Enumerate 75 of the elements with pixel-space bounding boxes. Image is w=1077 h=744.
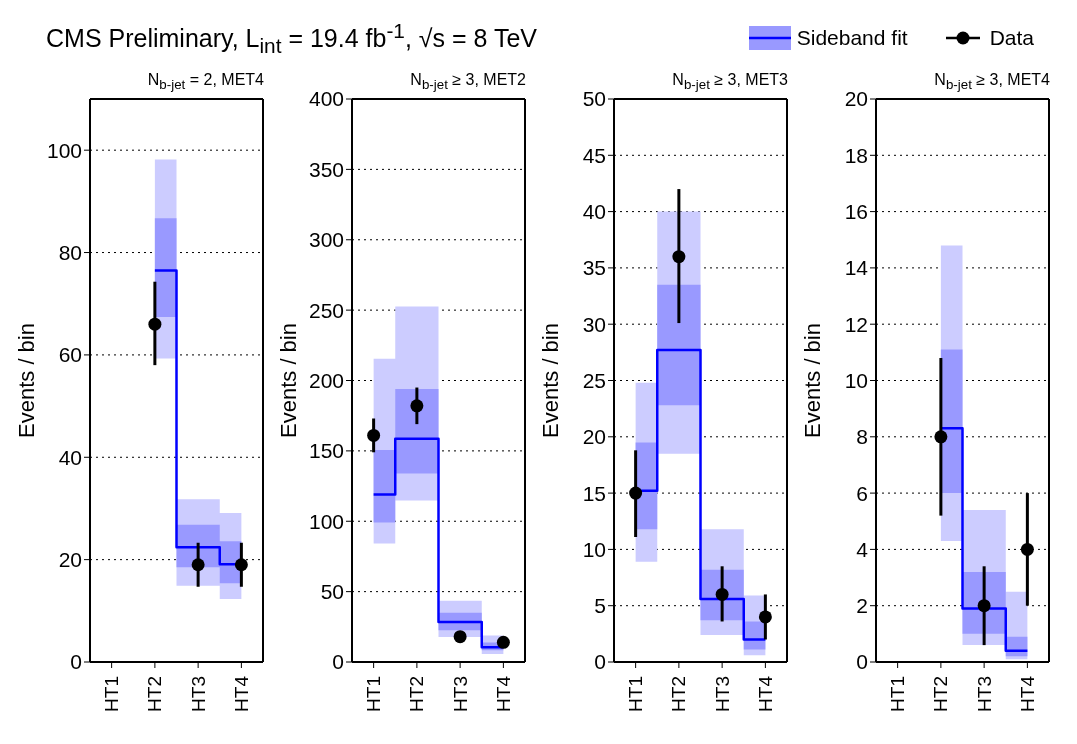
y-tick-label: 16 — [844, 200, 868, 224]
y-tick-label: 20 — [844, 87, 868, 111]
y-tick-label: 35 — [582, 256, 606, 280]
y-tick-label: 30 — [582, 312, 606, 336]
point — [496, 635, 510, 649]
x-tick-label: HT4 — [230, 675, 252, 712]
x-tick-label: HT2 — [668, 676, 690, 712]
y-tick-label: 10 — [844, 368, 868, 392]
y-axis-title: Events / bin — [13, 323, 39, 438]
point — [367, 428, 381, 442]
y-tick-label: 60 — [58, 343, 82, 367]
y-tick-label: 4 — [856, 537, 869, 561]
point — [758, 610, 772, 624]
x-tick-label: HT3 — [449, 676, 471, 712]
y-axis-title: Events / bin — [275, 323, 301, 438]
x-tick-label: HT2 — [930, 676, 952, 712]
y-tick-label: 100 — [46, 138, 82, 162]
y-tick-label: 0 — [594, 650, 606, 674]
text: CMS Preliminary, L$_{int}$ = 19.4 fb$^{-1}$, √s = 8 TeV — [46, 18, 538, 57]
y-axis-title: Events / bin — [799, 323, 825, 438]
point — [453, 630, 467, 644]
y-tick-label: 20 — [582, 425, 606, 449]
x-tick-label: HT2 — [144, 676, 166, 712]
y-tick-label: 350 — [308, 157, 344, 181]
legend-label: Sideband fit — [796, 26, 908, 50]
x-tick-label: HT1 — [101, 676, 123, 712]
y-tick-label: 25 — [582, 368, 606, 392]
y-tick-label: 80 — [58, 241, 82, 264]
y-tick-label: 40 — [58, 445, 82, 469]
y-tick-label: 10 — [582, 537, 606, 561]
x-tick-label: HT1 — [887, 676, 909, 712]
y-tick-label: 20 — [58, 548, 82, 572]
chart-title: N$_{b-jet}$ ≥ 3, MET3 — [672, 71, 788, 93]
y-tick-label: 150 — [308, 439, 344, 463]
y-tick-label: 40 — [582, 200, 606, 224]
x-tick-label: HT2 — [406, 676, 428, 712]
y-axis-title: Events / bin — [537, 323, 563, 438]
y-tick-label: 2 — [856, 594, 868, 618]
point — [410, 399, 424, 413]
x-tick-label: HT3 — [711, 676, 733, 712]
x-tick-label: HT3 — [187, 676, 209, 712]
y-tick-label: 300 — [308, 228, 344, 252]
y-tick-label: 400 — [308, 87, 344, 111]
point — [977, 599, 991, 613]
y-tick-label: 250 — [308, 298, 344, 322]
y-tick-label: 0 — [856, 650, 868, 674]
y-tick-label: 15 — [582, 481, 606, 505]
x-tick-label: HT1 — [625, 676, 647, 712]
x-tick-label: HT4 — [1016, 675, 1038, 712]
y-tick-label: 6 — [856, 481, 868, 505]
x-tick-label: HT3 — [973, 676, 995, 712]
y-tick-label: 200 — [308, 368, 344, 392]
chart-title: N$_{b-jet}$ = 2, MET4 — [146, 70, 265, 93]
chart-title: N$_{b-jet}$ ≥ 3, MET2 — [410, 71, 526, 93]
y-tick-label: 100 — [308, 509, 344, 533]
point — [672, 250, 686, 264]
x-tick-label: HT4 — [754, 675, 776, 712]
y-tick-label: 14 — [844, 256, 869, 280]
y-tick-label: 45 — [582, 143, 606, 167]
y-tick-label: 5 — [594, 594, 606, 618]
y-tick-label: 50 — [320, 580, 344, 604]
x-tick-label: HT1 — [363, 676, 385, 712]
point — [629, 486, 643, 500]
y-tick-label: 0 — [332, 650, 344, 674]
y-tick-label: 8 — [856, 425, 868, 449]
point — [1020, 542, 1034, 556]
legend-label: Data — [989, 26, 1034, 50]
y-tick-label: 50 — [582, 87, 606, 111]
point — [934, 430, 948, 444]
point — [715, 587, 729, 601]
chart-title: N$_{b-jet}$ ≥ 3, MET4 — [934, 71, 1050, 93]
y-tick-label: 18 — [844, 143, 868, 167]
y-tick-label: 0 — [70, 650, 82, 674]
x-tick-label: HT4 — [492, 675, 514, 712]
y-tick-label: 12 — [844, 312, 868, 336]
